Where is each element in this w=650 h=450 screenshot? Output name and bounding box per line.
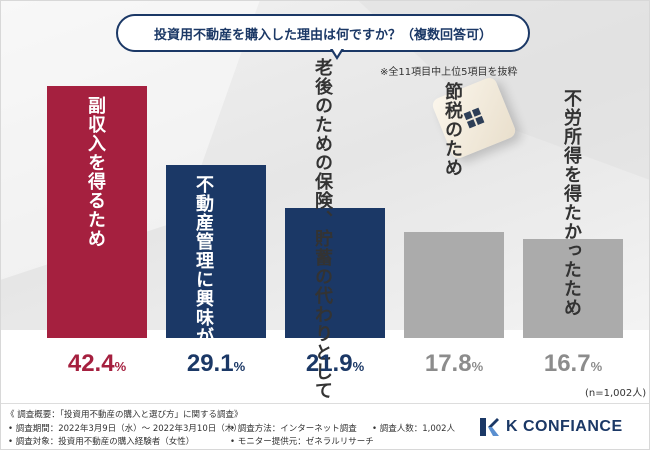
category-label: 不労所得を得たかったため: [561, 88, 582, 317]
category-label: 不動産管理に興味があったため: [193, 175, 214, 442]
survey-target: • 調査対象：投資用不動産の購入経験者（女性）: [8, 437, 195, 447]
brand-name: K CONFIANCE: [506, 418, 623, 435]
value-label: 21.9%: [285, 350, 385, 378]
background-bottom: [0, 330, 650, 400]
category-label-line: 不労所得を得たかったため: [561, 88, 582, 317]
survey-method: • 調査方法：インターネット調査: [230, 424, 357, 434]
category-label-line: 不動産管理に興味が: [193, 175, 214, 347]
sample-size-note: (n=1,002人): [585, 388, 647, 399]
value-label: 17.8%: [404, 350, 504, 378]
value-percent-sign: %: [114, 359, 127, 374]
category-label: 節税のため: [442, 82, 463, 178]
chart-title: 投資用不動産を購入した理由は何ですか？（複数回答可）: [153, 27, 492, 43]
value-percent-sign: %: [471, 359, 484, 374]
category-label-line: 副収入を得るため: [85, 96, 106, 248]
category-label-line: 節税のため: [442, 82, 463, 178]
value-number: 16.7: [543, 350, 591, 377]
value-number: 42.4: [67, 350, 115, 377]
value-label: 29.1%: [166, 350, 266, 378]
survey-overview: 《 調査概要：「投資用不動産の購入と選び方」に関する調査》: [6, 410, 243, 420]
value-number: 17.8: [424, 350, 472, 377]
title-bubble: 投資用不動産を購入した理由は何ですか？（複数回答可）: [116, 14, 530, 52]
value-percent-sign: %: [590, 359, 603, 374]
value-number: 21.9: [305, 350, 353, 377]
selection-note: ※全11項目中上位5項目を抜粋: [380, 67, 518, 78]
bubble-tail-inner: [332, 48, 342, 56]
survey-count: • 調査人数：1,002人: [372, 424, 456, 434]
category-label: 副収入を得るため: [85, 96, 106, 248]
survey-period: • 調査期間：2022年3月9日（水）～ 2022年3月10日（木）: [8, 424, 242, 434]
bar: [404, 232, 504, 338]
value-label: 16.7%: [523, 350, 623, 378]
value-number: 29.1: [186, 350, 234, 377]
category-label: 老後のための保険、貯蓄の代わりとして: [312, 57, 333, 400]
value-percent-sign: %: [233, 359, 246, 374]
bar: [523, 238, 623, 338]
bar: [166, 165, 266, 338]
bar: [285, 207, 385, 338]
k-logo-icon: [480, 418, 499, 436]
brand-logo: K CONFIANCE: [478, 416, 623, 438]
survey-monitor: • モニター提供元：ゼネラルリサーチ: [230, 437, 374, 447]
bar: [47, 86, 147, 338]
category-label-line: 貯蓄の代わりとして: [312, 228, 333, 400]
value-percent-sign: %: [352, 359, 365, 374]
footer-divider: [0, 403, 650, 404]
category-label-line: あったため: [193, 346, 214, 442]
category-label-line: 老後のための保険、: [312, 57, 333, 229]
value-label: 42.4%: [47, 350, 147, 378]
